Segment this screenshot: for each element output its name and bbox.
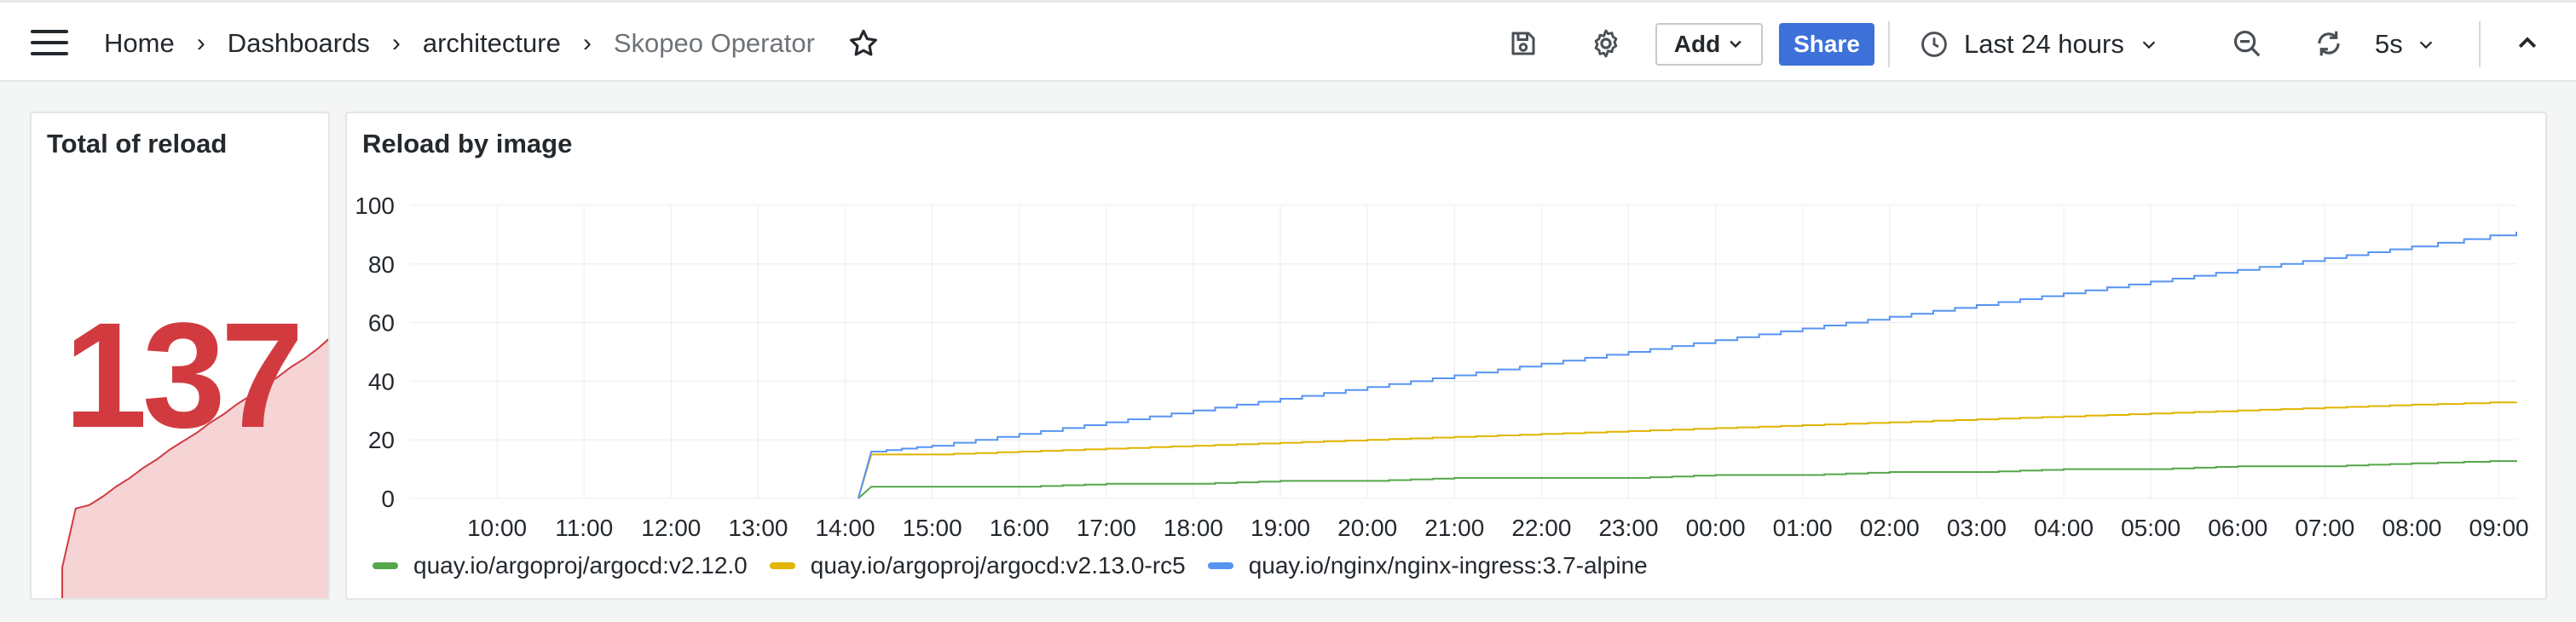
sparkline-line xyxy=(61,338,328,598)
chart-panel-title: Reload by image xyxy=(362,129,573,158)
star-icon[interactable] xyxy=(847,27,880,60)
refresh-icon[interactable] xyxy=(2310,25,2348,62)
chevron-up-icon[interactable] xyxy=(2509,25,2546,62)
legend-item[interactable]: quay.io/argoproj/argocd:v2.12.0 xyxy=(373,552,748,579)
time-range-label: Last 24 hours xyxy=(1964,29,2124,59)
y-tick-label: 0 xyxy=(381,486,395,512)
x-tick-label: 21:00 xyxy=(1424,515,1484,539)
stat-panel-title: Total of reload xyxy=(47,129,228,158)
legend-label: quay.io/argoproj/argocd:v2.12.0 xyxy=(413,552,748,579)
legend-label: quay.io/argoproj/argocd:v2.13.0-rc5 xyxy=(810,552,1186,579)
x-tick-label: 09:00 xyxy=(2469,515,2529,539)
chart-legend: quay.io/argoproj/argocd:v2.12.0 quay.io/a… xyxy=(373,552,1670,579)
x-tick-label: 17:00 xyxy=(1077,515,1136,539)
x-tick-label: 19:00 xyxy=(1250,515,1310,539)
toolbar-divider xyxy=(1888,21,1890,67)
x-tick-label: 15:00 xyxy=(903,515,962,539)
page-title: Skopeo Operator xyxy=(613,28,815,58)
legend-swatch xyxy=(1207,562,1233,569)
refresh-interval-picker[interactable]: 5s xyxy=(2375,23,2435,66)
stat-value: 137 xyxy=(64,292,304,459)
x-tick-label: 01:00 xyxy=(1773,515,1833,539)
x-tick-label: 05:00 xyxy=(2121,515,2180,539)
x-tick-label: 14:00 xyxy=(815,515,875,539)
x-tick-label: 10:00 xyxy=(467,515,527,539)
legend-swatch xyxy=(769,562,795,569)
chevron-right-icon: › xyxy=(391,29,401,57)
add-button-label: Add xyxy=(1673,31,1721,57)
sparkline-area xyxy=(62,339,328,598)
toolbar-divider xyxy=(2479,21,2481,67)
chevron-right-icon: › xyxy=(196,29,205,57)
x-tick-label: 07:00 xyxy=(2295,515,2354,539)
zoom-out-icon[interactable] xyxy=(2228,25,2266,62)
series-line-2 xyxy=(857,232,2517,499)
x-tick-label: 02:00 xyxy=(1860,515,1920,539)
save-icon[interactable] xyxy=(1505,25,1542,62)
refresh-interval-label: 5s xyxy=(2375,29,2403,59)
x-tick-label: 12:00 xyxy=(641,515,701,539)
x-tick-label: 11:00 xyxy=(555,515,613,539)
series-line-0 xyxy=(858,460,2517,499)
y-tick-label: 80 xyxy=(368,251,395,278)
hamburger-menu-icon[interactable] xyxy=(31,30,68,57)
x-tick-label: 20:00 xyxy=(1337,515,1397,539)
breadcrumb-home[interactable]: Home xyxy=(104,28,175,58)
chevron-right-icon: › xyxy=(582,29,592,57)
top-navigation-bar: Home › Dashboards › architecture › Skope… xyxy=(0,0,2576,82)
chevron-down-icon xyxy=(1727,31,1744,58)
legend-label: quay.io/nginx/nginx-ingress:3.7-alpine xyxy=(1248,552,1648,579)
breadcrumb: Home › Dashboards › architecture › Skope… xyxy=(104,26,880,60)
x-tick-label: 23:00 xyxy=(1598,515,1658,539)
stat-panel[interactable]: Total of reload 137 xyxy=(30,112,330,600)
legend-item[interactable]: quay.io/nginx/nginx-ingress:3.7-alpine xyxy=(1207,552,1648,579)
clock-icon xyxy=(1920,30,1949,59)
stat-sparkline xyxy=(61,338,328,598)
time-series-panel[interactable]: Reload by image 0 20 40 60 80 100 10:00 11:00 12… xyxy=(345,112,2547,600)
y-tick-label: 20 xyxy=(368,427,395,453)
legend-item[interactable]: quay.io/argoproj/argocd:v2.13.0-rc5 xyxy=(769,552,1186,579)
x-tick-label: 22:00 xyxy=(1511,515,1571,539)
x-tick-label: 18:00 xyxy=(1164,515,1223,539)
x-tick-label: 16:00 xyxy=(990,515,1049,539)
x-tick-label: 03:00 xyxy=(1947,515,2007,539)
gear-icon[interactable] xyxy=(1587,25,1625,62)
x-tick-label: 04:00 xyxy=(2034,515,2094,539)
y-tick-label: 60 xyxy=(368,310,395,337)
y-tick-label: 100 xyxy=(355,193,395,219)
line-chart: 0 20 40 60 80 100 10:00 11:00 12:00 13:00 14:00 15:… xyxy=(355,193,2529,539)
legend-swatch xyxy=(373,562,398,569)
series-line-1 xyxy=(857,401,2517,499)
x-tick-label: 00:00 xyxy=(1686,515,1746,539)
share-button[interactable]: Share xyxy=(1779,23,1874,66)
x-tick-label: 08:00 xyxy=(2382,515,2441,539)
time-range-picker[interactable]: Last 24 hours xyxy=(1920,23,2158,66)
add-button[interactable]: Add xyxy=(1655,23,1763,66)
chevron-down-icon xyxy=(2417,35,2435,54)
breadcrumb-dashboards[interactable]: Dashboards xyxy=(227,28,370,58)
y-tick-label: 40 xyxy=(368,368,395,395)
x-tick-label: 06:00 xyxy=(2208,515,2267,539)
x-tick-label: 13:00 xyxy=(728,515,788,539)
chevron-down-icon xyxy=(2140,35,2158,54)
breadcrumb-folder[interactable]: architecture xyxy=(422,28,561,58)
